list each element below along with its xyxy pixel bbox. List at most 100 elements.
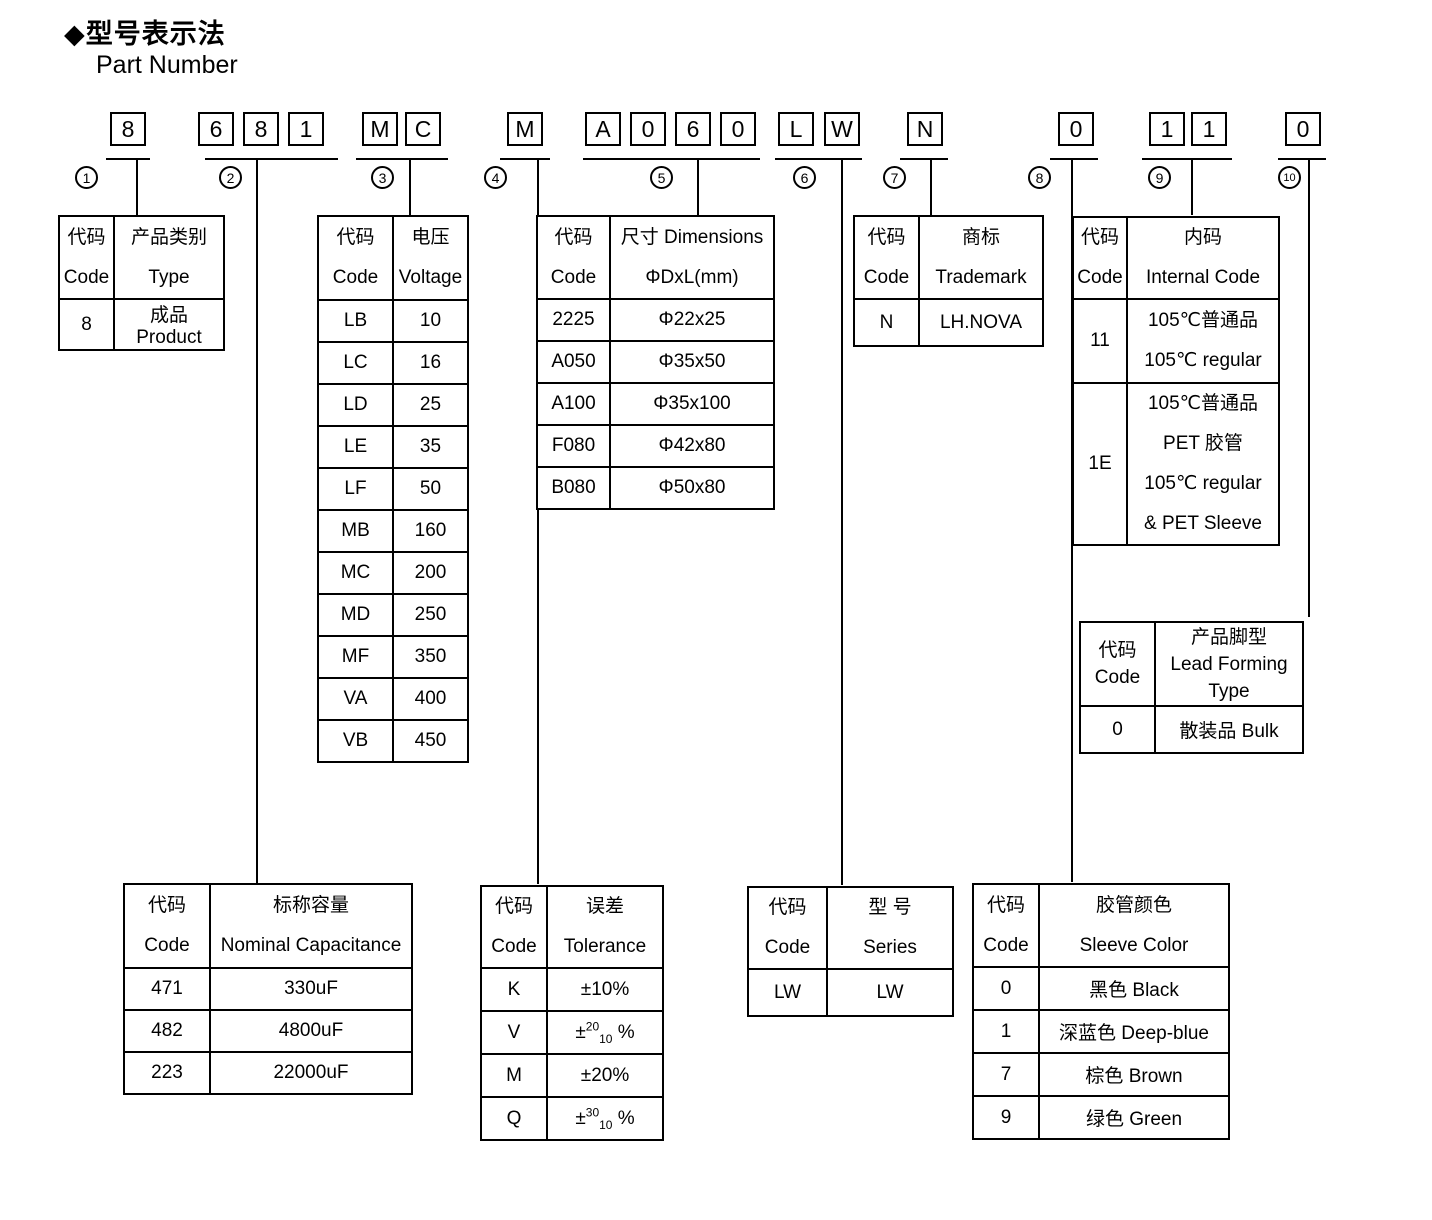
table-cell: MC bbox=[317, 551, 394, 595]
column-header: 代码 Code bbox=[317, 215, 394, 301]
part-number-char-box: A bbox=[585, 112, 621, 146]
table-cell: A050 bbox=[536, 340, 611, 384]
column-header: 代码 Code bbox=[536, 215, 611, 300]
table-cell: 0 bbox=[972, 966, 1040, 1011]
segment-connector-4 bbox=[537, 160, 539, 884]
table-cell: Φ42x80 bbox=[609, 424, 775, 468]
part-number-char-box: 0 bbox=[720, 112, 756, 146]
trademark-table: 代码 Code 商标 Trademark N LH.NOVA bbox=[853, 215, 1044, 347]
column-header: 产品脚型 Lead Forming Type bbox=[1154, 621, 1304, 707]
table-cell: ±2010 % bbox=[546, 1010, 664, 1055]
column-header: 误差 Tolerance bbox=[546, 885, 664, 969]
table-row: LF 50 bbox=[317, 467, 469, 511]
segment-marker-9: 9 bbox=[1148, 166, 1171, 189]
segment-connector-6 bbox=[841, 160, 843, 885]
table-cell: 22000uF bbox=[209, 1051, 413, 1095]
column-header: 产品类别 Type bbox=[113, 215, 225, 300]
table-row: MF 350 bbox=[317, 635, 469, 679]
table-row: M ±20% bbox=[480, 1053, 664, 1098]
table-cell: 330uF bbox=[209, 967, 413, 1011]
table-cell: 200 bbox=[392, 551, 469, 595]
table-cell: LC bbox=[317, 341, 394, 385]
table-row: MB 160 bbox=[317, 509, 469, 553]
table-cell: Φ50x80 bbox=[609, 466, 775, 510]
table-cell: 散装品 Bulk bbox=[1154, 705, 1304, 754]
table-row: 0 散装品 Bulk bbox=[1079, 705, 1304, 754]
part-number-segment-1: 8 bbox=[110, 112, 146, 146]
column-header: 代码 Code bbox=[58, 215, 115, 300]
column-header: 商标 Trademark bbox=[918, 215, 1044, 300]
part-number-segment-8: 0 bbox=[1058, 112, 1094, 146]
table-cell: 160 bbox=[392, 509, 469, 553]
table-row: 11 105℃普通品 105℃ regular bbox=[1072, 298, 1280, 384]
table-cell: LW bbox=[747, 968, 828, 1017]
segment-underline-4 bbox=[500, 158, 550, 160]
segment-connector-2 bbox=[256, 160, 258, 883]
part-number-char-box: M bbox=[362, 112, 398, 146]
table-row: F080 Φ42x80 bbox=[536, 424, 775, 468]
segment-connector-3 bbox=[409, 160, 411, 215]
segment-underline-3 bbox=[356, 158, 448, 160]
part-number-char-box: 1 bbox=[288, 112, 324, 146]
table-row: LB 10 bbox=[317, 299, 469, 343]
table-row: MC 200 bbox=[317, 551, 469, 595]
part-number-segment-4: M bbox=[507, 112, 543, 146]
column-header: 标称容量 Nominal Capacitance bbox=[209, 883, 413, 969]
voltage-table: 代码 Code 电压 Voltage LB 10 LC 16 LD 25 LE 35 LF 50 MB 160… bbox=[317, 215, 469, 763]
table-cell: 25 bbox=[392, 383, 469, 427]
table-cell: LF bbox=[317, 467, 394, 511]
table-cell: 4800uF bbox=[209, 1009, 413, 1053]
table-cell: 成品 Product bbox=[113, 298, 225, 351]
column-header: 代码 Code bbox=[1072, 216, 1128, 300]
part-number-char-box: N bbox=[907, 112, 943, 146]
part-number-char-box: 6 bbox=[198, 112, 234, 146]
table-row: B080 Φ50x80 bbox=[536, 466, 775, 510]
segment-marker-3: 3 bbox=[371, 166, 394, 189]
part-number-segment-7: N bbox=[907, 112, 943, 146]
table-row: N LH.NOVA bbox=[853, 298, 1044, 347]
table-row: 223 22000uF bbox=[123, 1051, 413, 1095]
table-cell: ±20% bbox=[546, 1053, 664, 1098]
table-row: LD 25 bbox=[317, 383, 469, 427]
table-cell: 深蓝色 Deep-blue bbox=[1038, 1009, 1230, 1054]
table-cell: ±10% bbox=[546, 967, 664, 1012]
segment-marker-4: 4 bbox=[484, 166, 507, 189]
part-number-char-box: 8 bbox=[110, 112, 146, 146]
part-number-char-box: C bbox=[405, 112, 441, 146]
table-cell: 7 bbox=[972, 1052, 1040, 1097]
table-cell: 16 bbox=[392, 341, 469, 385]
table-cell: Q bbox=[480, 1096, 548, 1141]
table-cell: 482 bbox=[123, 1009, 211, 1053]
table-row: A100 Φ35x100 bbox=[536, 382, 775, 426]
part-number-char-box: 0 bbox=[1058, 112, 1094, 146]
part-number-char-box: 0 bbox=[630, 112, 666, 146]
part-number-char-box: 1 bbox=[1191, 112, 1227, 146]
table-row: VB 450 bbox=[317, 719, 469, 763]
table-row: 2225 Φ22x25 bbox=[536, 298, 775, 342]
segment-marker-6: 6 bbox=[793, 166, 816, 189]
table-cell: N bbox=[853, 298, 920, 347]
table-cell: Φ22x25 bbox=[609, 298, 775, 342]
table-cell: A100 bbox=[536, 382, 611, 426]
table-cell: LW bbox=[826, 968, 954, 1017]
series-table: 代码 Code 型 号 Series LW LW bbox=[747, 886, 954, 1017]
table-cell: M bbox=[480, 1053, 548, 1098]
table-row: 0 黑色 Black bbox=[972, 966, 1230, 1011]
segment-underline-7 bbox=[900, 158, 948, 160]
table-row: 8 成品 Product bbox=[58, 298, 225, 351]
segment-underline-5 bbox=[583, 158, 760, 160]
segment-connector-1 bbox=[136, 160, 138, 215]
table-row: LE 35 bbox=[317, 425, 469, 469]
tolerance-table: 代码 Code 误差 Tolerance K ±10% V ±2010 % M ±20% Q ±301… bbox=[480, 885, 664, 1141]
part-number-segment-10: 0 bbox=[1285, 112, 1321, 146]
segment-marker-7: 7 bbox=[883, 166, 906, 189]
table-cell: LE bbox=[317, 425, 394, 469]
table-cell: 35 bbox=[392, 425, 469, 469]
table-cell: MD bbox=[317, 593, 394, 637]
column-header: 代码 Code bbox=[747, 886, 828, 970]
